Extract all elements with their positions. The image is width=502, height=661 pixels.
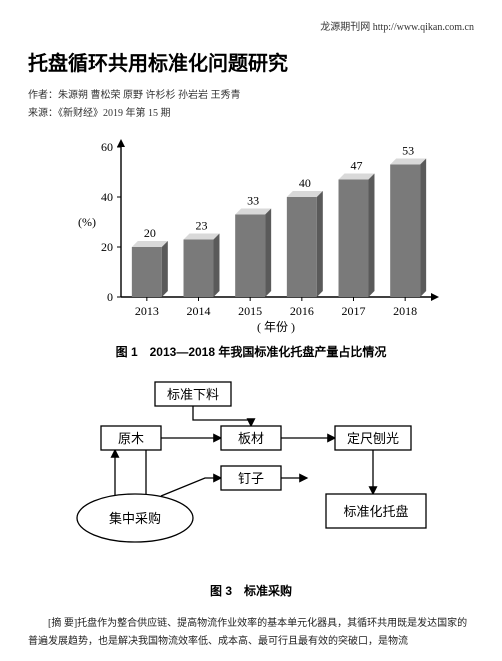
figure-1-chart: 0 20 40 60 (%) 20 2013 23 2014 33 2015 40 2016 47 2017…: [61, 137, 441, 337]
svg-text:60: 60: [101, 140, 113, 154]
svg-text:0: 0: [107, 290, 113, 304]
svg-text:定尺刨光: 定尺刨光: [347, 431, 399, 446]
source-line: 来源：《新财经》2019 年第 15 期: [28, 104, 474, 119]
page-title: 托盘循环共用标准化问题研究: [28, 47, 474, 76]
svg-text:2013: 2013: [135, 304, 159, 318]
svg-text:2014: 2014: [187, 304, 211, 318]
svg-text:(%): (%): [78, 215, 96, 229]
svg-text:板材: 板材: [238, 431, 264, 446]
figure-3-caption: 图 3 标准采购: [28, 582, 474, 599]
svg-text:2017: 2017: [342, 304, 366, 318]
svg-text:47: 47: [351, 159, 363, 173]
bar-chart-svg: 0 20 40 60 (%) 20 2013 23 2014 33 2015 40 2016 47 2017…: [61, 137, 441, 337]
svg-text:53: 53: [402, 144, 414, 158]
svg-text:20: 20: [144, 226, 156, 240]
svg-text:40: 40: [101, 190, 113, 204]
flowchart-svg: 标准下料原木 板材 定尺刨光钉子标准化托盘 集中采购: [51, 376, 451, 576]
svg-text:20: 20: [101, 240, 113, 254]
svg-text:2015: 2015: [238, 304, 262, 318]
svg-text:( 年份 ): ( 年份 ): [257, 320, 295, 334]
figure-1-caption: 图 1 2013—2018 年我国标准化托盘产量占比情况: [28, 343, 474, 360]
svg-text:标准下料: 标准下料: [167, 387, 219, 402]
svg-text:2016: 2016: [290, 304, 314, 318]
svg-text:2018: 2018: [393, 304, 417, 318]
svg-text:集中采购: 集中采购: [109, 511, 161, 526]
svg-text:原木: 原木: [118, 431, 144, 446]
svg-text:标准化托盘: 标准化托盘: [343, 504, 408, 519]
svg-text:40: 40: [299, 176, 311, 190]
authors-line: 作者：朱源朔 曹松荣 原野 许杉杉 孙岩岩 王秀青: [28, 86, 474, 101]
svg-text:33: 33: [247, 194, 259, 208]
svg-text:23: 23: [196, 219, 208, 233]
svg-text:钉子: 钉子: [238, 471, 264, 486]
abstract-text: [摘 要]托盘作为整合供应链、提高物流作业效率的基本单元化器具，其循环共用既是发…: [28, 615, 474, 651]
figure-3-flowchart: 标准下料原木 板材 定尺刨光钉子标准化托盘 集中采购: [51, 376, 451, 576]
site-header: 龙源期刊网 http://www.qikan.com.cn: [28, 18, 474, 33]
